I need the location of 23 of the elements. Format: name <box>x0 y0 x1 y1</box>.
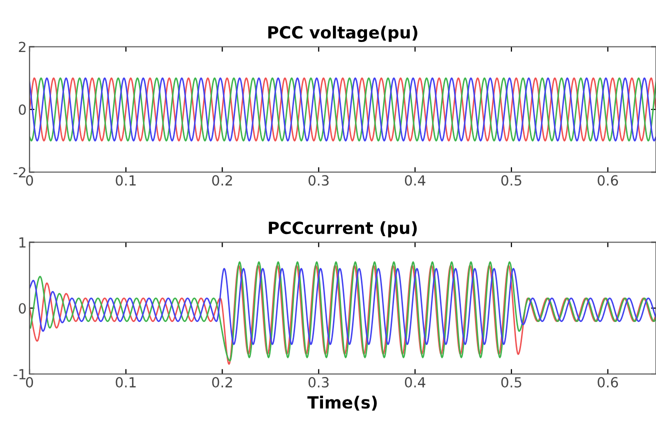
x-tick-label: 0 <box>26 377 34 388</box>
x-tick-label: 0.2 <box>212 377 232 388</box>
y-tick-label: -2 <box>14 167 26 178</box>
x-tick-label: 0.1 <box>116 377 136 388</box>
y-tick-label: -1 <box>14 369 26 380</box>
chart-title: PCCcurrent (pu) <box>268 221 417 238</box>
y-tick-label: 1 <box>19 237 26 248</box>
y-tick-label: 0 <box>18 104 26 115</box>
x-tick-label: 0.6 <box>598 377 618 388</box>
x-axis-title: Time(s) <box>307 396 377 411</box>
x-tick-label: 0.3 <box>308 175 329 186</box>
x-tick-label: 0 <box>26 175 34 186</box>
y-tick-label: 2 <box>18 42 26 52</box>
x-tick-label: 0.4 <box>404 175 426 186</box>
x-tick-label: 0.6 <box>598 175 618 186</box>
x-tick-label: 0.2 <box>212 175 232 186</box>
x-tick-label: 0.5 <box>501 175 522 186</box>
x-tick-label: 0.3 <box>308 377 329 388</box>
x-tick-label: 0.1 <box>116 175 136 186</box>
y-tick-label: 0 <box>18 303 26 314</box>
x-tick-label: 0.4 <box>404 377 426 388</box>
chart-title: PCC voltage(pu) <box>268 26 418 42</box>
x-tick-label: 0.5 <box>501 377 522 388</box>
